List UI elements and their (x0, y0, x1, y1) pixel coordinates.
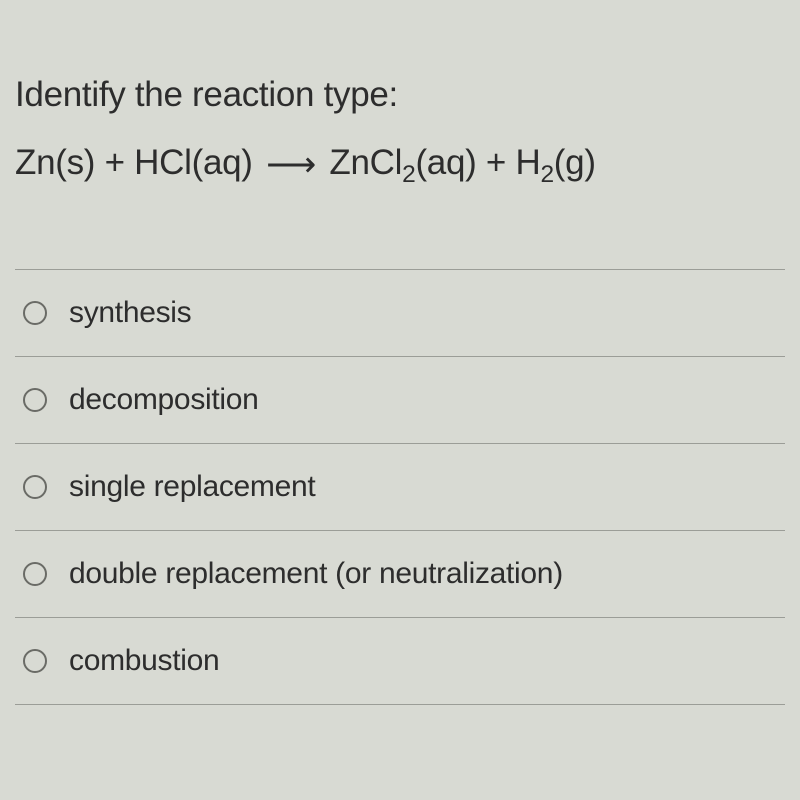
radio-icon[interactable] (23, 301, 47, 325)
reactant-1: Zn(s) (15, 143, 95, 182)
plus-1: + (95, 143, 134, 182)
product-1-sub: 2 (402, 161, 415, 188)
option-row-decomposition[interactable]: decomposition (15, 357, 785, 444)
option-row-synthesis[interactable]: synthesis (15, 270, 785, 357)
option-label: decomposition (69, 383, 259, 417)
radio-icon[interactable] (23, 388, 47, 412)
option-row-double-replacement[interactable]: double replacement (or neutralization) (15, 531, 785, 618)
arrow-icon: ⟶ (266, 145, 316, 185)
options-list: synthesis decomposition single replaceme… (15, 269, 785, 705)
product-1-post: (aq) (415, 143, 476, 182)
product-2-sub: 2 (540, 161, 553, 188)
option-label: combustion (69, 644, 219, 678)
product-1-pre: ZnCl (329, 143, 402, 182)
plus-2: + (476, 143, 515, 182)
radio-icon[interactable] (23, 475, 47, 499)
option-row-single-replacement[interactable]: single replacement (15, 444, 785, 531)
product-2-pre: H (515, 143, 540, 182)
product-2-post: (g) (554, 143, 596, 182)
reaction-equation: Zn(s) + HCl(aq) ⟶ ZnCl2(aq) + H2(g) (15, 143, 785, 189)
option-label: double replacement (or neutralization) (69, 557, 563, 591)
question-prompt: Identify the reaction type: (15, 75, 785, 115)
reactant-2: HCl(aq) (134, 143, 252, 182)
option-label: synthesis (69, 296, 191, 330)
radio-icon[interactable] (23, 649, 47, 673)
option-row-combustion[interactable]: combustion (15, 618, 785, 705)
radio-icon[interactable] (23, 562, 47, 586)
option-label: single replacement (69, 470, 315, 504)
